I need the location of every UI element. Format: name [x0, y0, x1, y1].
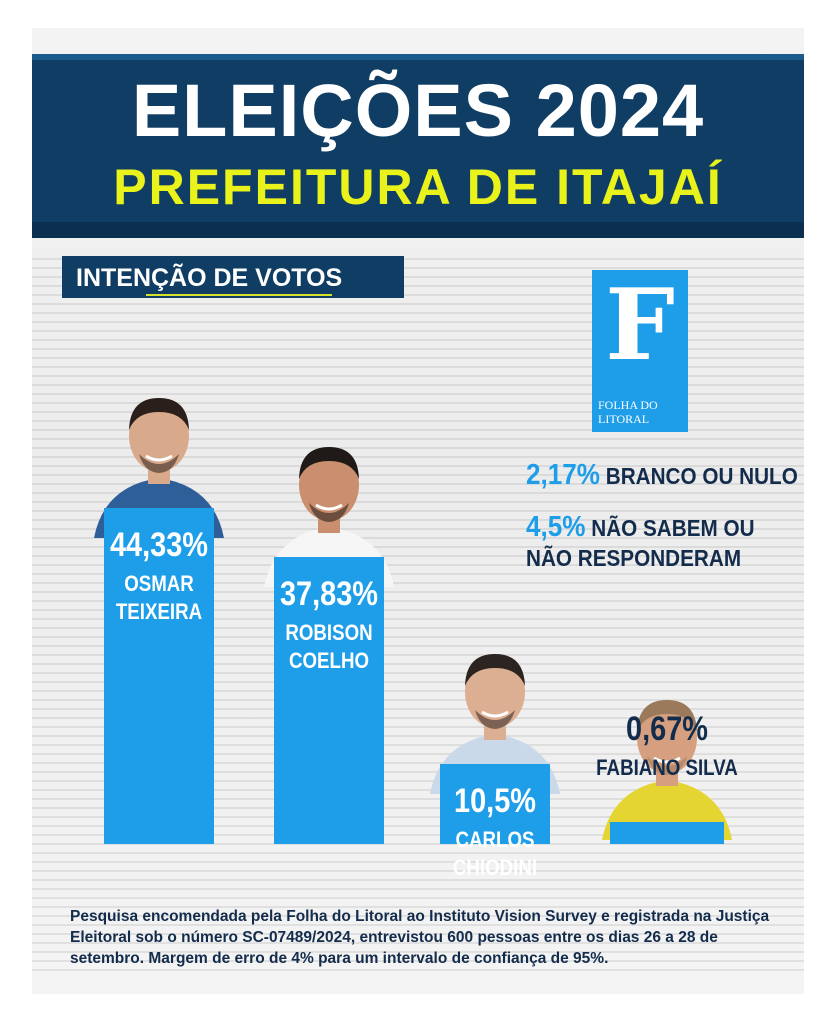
candidate-name-carlos-chiodini: CARLOS CHIODINI	[452, 827, 538, 881]
bar-robison-coelho	[274, 557, 384, 844]
stat-label-line2: NÃO RESPONDERAM	[526, 545, 742, 571]
stat-label-line1: NÃO SABEM OU	[591, 515, 755, 541]
stat-value: 2,17%	[526, 459, 601, 491]
value-label-carlos-chiodini: 10,5%	[454, 782, 536, 821]
logo-name: FOLHA DO LITORAL	[598, 398, 658, 426]
folha-do-litoral-logo: F FOLHA DO LITORAL	[592, 270, 688, 432]
section-label-text: INTENÇÃO DE VOTOS	[76, 264, 343, 292]
poster: ELEIÇÕES 2024 PREFEITURA DE ITAJAÍ INTEN…	[32, 28, 804, 994]
page-subtitle: PREFEITURA DE ITAJAÍ	[113, 159, 723, 215]
header-banner	[32, 54, 804, 238]
value-label-osmar-teixeira: 44,33%	[109, 526, 209, 564]
section-label: INTENÇÃO DE VOTOS	[62, 256, 404, 298]
stat-branco-nulo: 2,17% BRANCO OU NULO	[526, 460, 798, 491]
survey-footnote: Pesquisa encomendada pela Folha do Litor…	[70, 908, 770, 967]
candidate-name-fabiano-silva: FABIANO SILVA	[596, 755, 738, 780]
stat-nao-sabem: 4,5% NÃO SABEM OU NÃO RESPONDERAM	[526, 512, 755, 573]
bar-fabiano-silva	[610, 822, 724, 844]
value-label-fabiano-silva: 0,67%	[626, 710, 708, 748]
stat-label: BRANCO OU NULO	[605, 463, 798, 489]
value-label-robison-coelho: 37,83%	[279, 575, 379, 614]
logo-letter: F	[605, 268, 675, 383]
stat-value: 4,5%	[526, 511, 586, 543]
page-title: ELEIÇÕES 2024	[131, 69, 705, 152]
candidate-name-robison-coelho: ROBISON COELHO	[285, 620, 373, 674]
candidate-name-osmar-teixeira: OSMAR TEIXEIRA	[115, 571, 203, 624]
bar-carlos-chiodini	[440, 764, 550, 844]
bar-osmar-teixeira	[104, 508, 214, 844]
